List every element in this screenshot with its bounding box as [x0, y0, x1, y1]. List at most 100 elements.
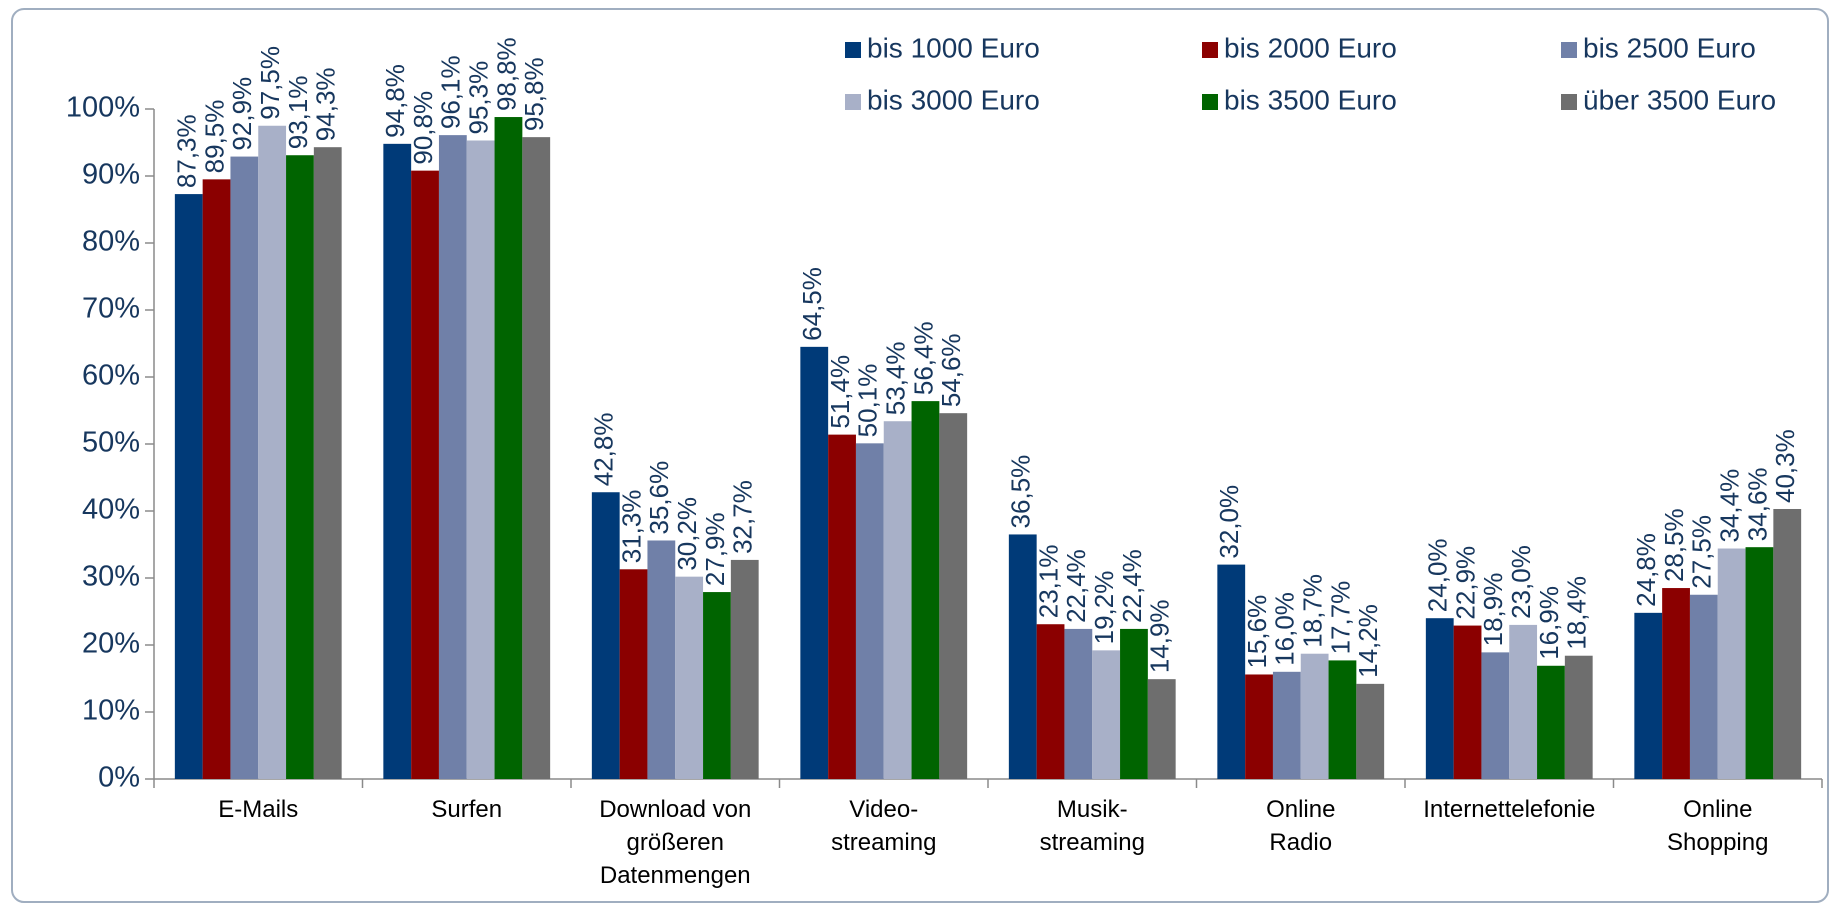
data-label: 36,5%	[1006, 455, 1036, 529]
bar	[883, 421, 912, 779]
bar	[1537, 665, 1565, 779]
data-label: 15,6%	[1242, 595, 1272, 669]
data-label: 24,8%	[1631, 533, 1661, 607]
data-label: 27,9%	[700, 512, 730, 586]
data-label: 14,2%	[1353, 604, 1383, 678]
x-tick-label: Video- streaming	[831, 796, 937, 856]
bar	[202, 179, 231, 780]
bar	[675, 576, 704, 779]
data-label: 31,3%	[616, 490, 646, 564]
data-label: 23,0%	[1506, 545, 1536, 619]
legend-label: über 3500 Euro	[1583, 84, 1776, 115]
data-label: 92,9%	[227, 77, 257, 151]
bar	[1245, 674, 1273, 779]
bar	[438, 135, 467, 779]
data-label: 18,7%	[1298, 574, 1328, 648]
legend-swatch	[1561, 94, 1577, 110]
data-label: 54,6%	[936, 333, 966, 407]
bar	[939, 413, 968, 779]
bar	[1425, 618, 1454, 779]
bar	[911, 401, 940, 779]
data-label: 94,3%	[311, 67, 341, 141]
bar	[1453, 625, 1482, 779]
legend-label: bis 2000 Euro	[1224, 32, 1397, 63]
legend-swatch	[1561, 42, 1577, 58]
bar	[230, 156, 259, 779]
data-label: 32,0%	[1214, 485, 1244, 559]
data-label: 34,6%	[1742, 467, 1772, 541]
legend-swatch	[845, 94, 861, 110]
data-label: 98,8%	[491, 37, 521, 111]
bar	[1662, 588, 1690, 779]
bar	[1120, 628, 1148, 779]
x-tick-label: Surfen	[431, 796, 503, 823]
data-label: 89,5%	[199, 100, 229, 174]
y-tick-label: 60%	[82, 360, 140, 392]
data-label: 40,3%	[1770, 429, 1800, 503]
legend-swatch	[1202, 94, 1218, 110]
data-label: 22,9%	[1450, 546, 1480, 620]
data-label: 16,9%	[1534, 586, 1564, 660]
bar	[855, 443, 884, 779]
y-tick-label: 70%	[82, 293, 140, 325]
data-label: 22,4%	[1117, 549, 1147, 623]
data-label: 97,5%	[255, 46, 285, 120]
data-label: 19,2%	[1089, 571, 1119, 645]
bar	[1064, 628, 1093, 779]
bar	[1634, 612, 1663, 779]
frame	[11, 8, 1829, 903]
x-tick-label: Download von größeren Datenmengen	[599, 796, 752, 889]
x-tick-label: Online Radio	[1266, 796, 1336, 856]
bar	[619, 569, 648, 779]
bar	[1272, 671, 1301, 779]
x-tick-label: E-Mails	[218, 796, 299, 823]
bar	[1328, 660, 1357, 779]
bar	[1008, 534, 1037, 779]
y-tick-label: 40%	[82, 494, 140, 526]
data-label: 17,7%	[1325, 581, 1355, 655]
data-label: 53,4%	[881, 341, 911, 415]
legend-label: bis 3000 Euro	[867, 84, 1040, 115]
bar	[174, 194, 203, 780]
bar	[1773, 508, 1802, 779]
bar	[703, 592, 731, 779]
x-tick-label: Internettelefonie	[1423, 796, 1596, 823]
bar	[1689, 594, 1718, 779]
legend-swatch	[845, 42, 861, 58]
data-label: 22,4%	[1061, 549, 1091, 623]
bar	[591, 492, 620, 779]
bar	[1356, 683, 1385, 779]
bar	[1481, 652, 1510, 779]
data-label: 50,1%	[853, 364, 883, 438]
bar	[1217, 564, 1246, 779]
y-tick-label: 30%	[82, 561, 140, 593]
bar	[286, 155, 314, 780]
data-label: 14,9%	[1145, 599, 1175, 673]
bar	[494, 117, 523, 780]
bar	[647, 540, 676, 779]
data-label: 95,8%	[519, 57, 549, 131]
bar	[1717, 548, 1746, 779]
bar	[1036, 624, 1065, 779]
data-label: 42,8%	[589, 413, 619, 487]
data-label: 93,1%	[283, 75, 313, 149]
bar	[1564, 655, 1593, 779]
data-label: 95,3%	[464, 61, 494, 135]
bar	[730, 559, 759, 779]
data-label: 16,0%	[1270, 592, 1300, 666]
data-label: 32,7%	[728, 480, 758, 554]
y-tick-label: 0%	[98, 762, 140, 794]
data-label: 18,9%	[1478, 573, 1508, 647]
y-tick-label: 100%	[66, 92, 140, 124]
bar	[522, 137, 551, 779]
bar	[313, 147, 342, 779]
data-label: 23,1%	[1033, 544, 1063, 618]
data-label: 30,2%	[672, 497, 702, 571]
bar	[1147, 679, 1176, 779]
x-tick-label: Online Shopping	[1667, 796, 1769, 856]
data-label: 27,5%	[1687, 515, 1717, 589]
data-label: 94,8%	[380, 64, 410, 138]
data-label: 28,5%	[1659, 508, 1689, 582]
